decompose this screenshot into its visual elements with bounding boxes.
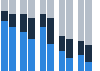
- Bar: [1, 0, 8, 11]
- Bar: [66, 0, 73, 39]
- Bar: [20, 0, 27, 14]
- Bar: [28, 0, 35, 18]
- Bar: [47, 0, 54, 18]
- Bar: [40, 14, 46, 27]
- Bar: [59, 0, 65, 36]
- Bar: [40, 27, 46, 71]
- Bar: [9, 27, 16, 71]
- Bar: [86, 62, 92, 71]
- Bar: [9, 14, 16, 27]
- Bar: [40, 0, 46, 14]
- Bar: [66, 58, 73, 71]
- Bar: [86, 0, 92, 45]
- Bar: [59, 36, 65, 51]
- Bar: [47, 44, 54, 71]
- Bar: [78, 55, 84, 71]
- Bar: [59, 51, 65, 71]
- Bar: [1, 11, 8, 21]
- Bar: [47, 18, 54, 44]
- Bar: [86, 45, 92, 62]
- Bar: [20, 32, 27, 71]
- Bar: [20, 14, 27, 32]
- Bar: [66, 39, 73, 58]
- Bar: [78, 0, 84, 41]
- Bar: [28, 18, 35, 39]
- Bar: [28, 39, 35, 71]
- Bar: [78, 41, 84, 55]
- Bar: [1, 21, 8, 71]
- Bar: [9, 0, 16, 14]
